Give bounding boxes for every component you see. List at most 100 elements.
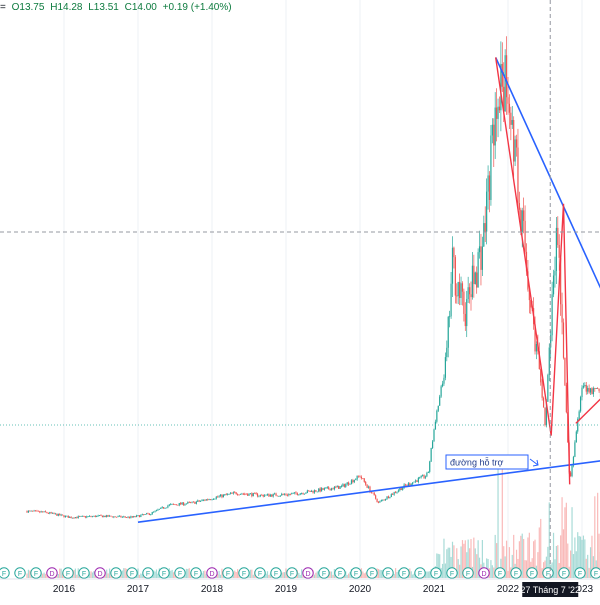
volume-bar: [347, 575, 348, 578]
dividend-marker[interactable]: D: [303, 568, 313, 578]
candle: [468, 277, 469, 303]
candle: [458, 282, 459, 304]
candle: [321, 487, 322, 491]
candle: [561, 293, 562, 335]
earnings-marker[interactable]: F: [239, 568, 249, 578]
candle: [347, 482, 348, 486]
candle-body: [576, 432, 577, 443]
candle-body: [72, 518, 73, 519]
candle-body: [388, 496, 389, 498]
candle-body: [368, 487, 369, 488]
earnings-marker[interactable]: F: [127, 568, 137, 578]
candle-body: [482, 246, 483, 269]
candle-body: [536, 344, 537, 351]
candle-body: [341, 486, 342, 487]
earnings-marker[interactable]: F: [511, 568, 521, 578]
candle-body: [590, 388, 591, 392]
earnings-marker[interactable]: F: [271, 568, 281, 578]
volume-bar: [314, 575, 315, 578]
earnings-marker[interactable]: F: [63, 568, 73, 578]
candle-body: [432, 441, 433, 448]
earnings-marker[interactable]: F: [287, 568, 297, 578]
dividend-marker[interactable]: D: [207, 568, 217, 578]
candle: [421, 475, 422, 478]
earnings-marker[interactable]: F: [15, 568, 25, 578]
earnings-marker[interactable]: F: [575, 568, 585, 578]
candle: [396, 492, 397, 494]
candle-body: [89, 516, 90, 517]
candle: [207, 499, 208, 501]
candle-body: [75, 517, 76, 518]
earnings-marker[interactable]: F: [399, 568, 409, 578]
earnings-marker[interactable]: F: [335, 568, 345, 578]
earnings-marker[interactable]: F: [31, 568, 41, 578]
candle: [441, 385, 442, 398]
volume-bar: [90, 571, 91, 578]
support-trendline[interactable]: [138, 460, 600, 522]
candle-body: [177, 505, 178, 506]
marker-letter: F: [178, 571, 182, 578]
candle-body: [187, 502, 188, 503]
earnings-marker[interactable]: F: [447, 568, 457, 578]
candle-body: [204, 500, 205, 501]
earnings-marker[interactable]: F: [159, 568, 169, 578]
volume-bar: [379, 570, 380, 578]
earnings-marker[interactable]: F: [111, 568, 121, 578]
earnings-marker[interactable]: F: [255, 568, 265, 578]
earnings-marker[interactable]: F: [431, 568, 441, 578]
candle-body: [260, 495, 261, 496]
candle: [206, 499, 207, 501]
support-label[interactable]: đường hỗ trợ: [446, 455, 538, 469]
candle-body: [523, 210, 524, 220]
candle-body: [320, 488, 321, 491]
earnings-marker[interactable]: F: [223, 568, 233, 578]
candle: [268, 493, 269, 497]
candle: [251, 492, 252, 497]
earnings-marker[interactable]: F: [559, 568, 569, 578]
candle: [102, 516, 103, 518]
candle: [472, 252, 473, 300]
candle: [337, 485, 338, 487]
wave-line-1[interactable]: [496, 57, 570, 484]
earnings-marker[interactable]: F: [191, 568, 201, 578]
dividend-marker[interactable]: D: [479, 568, 489, 578]
earnings-marker[interactable]: F: [143, 568, 153, 578]
candle: [460, 277, 461, 305]
candle: [583, 383, 584, 389]
earnings-marker[interactable]: F: [383, 568, 393, 578]
candle-body: [58, 514, 59, 516]
volume-bar: [203, 571, 204, 578]
dividend-marker[interactable]: D: [95, 568, 105, 578]
earnings-marker[interactable]: F: [591, 568, 600, 578]
candle-body: [436, 411, 437, 422]
marker-letter: F: [370, 571, 374, 578]
candle-body: [115, 516, 116, 517]
earnings-marker[interactable]: F: [319, 568, 329, 578]
candle: [456, 283, 457, 303]
candle: [513, 116, 514, 178]
candle-body: [201, 500, 202, 501]
earnings-marker[interactable]: F: [415, 568, 425, 578]
earnings-marker[interactable]: F: [527, 568, 537, 578]
resistance-trendline[interactable]: [496, 57, 600, 301]
candle-body: [216, 497, 217, 499]
candle: [49, 512, 50, 514]
candle-body: [281, 494, 282, 496]
volume-bar: [571, 507, 572, 578]
candle-body: [596, 388, 597, 389]
earnings-marker[interactable]: F: [543, 568, 553, 578]
earnings-marker[interactable]: F: [175, 568, 185, 578]
candle-body: [352, 480, 353, 482]
earnings-marker[interactable]: F: [367, 568, 377, 578]
earnings-marker[interactable]: F: [79, 568, 89, 578]
volume-bar: [76, 575, 77, 578]
candle: [509, 94, 510, 129]
candle-body: [552, 294, 553, 335]
earnings-marker[interactable]: F: [463, 568, 473, 578]
earnings-marker[interactable]: F: [495, 568, 505, 578]
earnings-marker[interactable]: F: [351, 568, 361, 578]
earnings-marker[interactable]: F: [0, 568, 9, 578]
dividend-marker[interactable]: D: [47, 568, 57, 578]
